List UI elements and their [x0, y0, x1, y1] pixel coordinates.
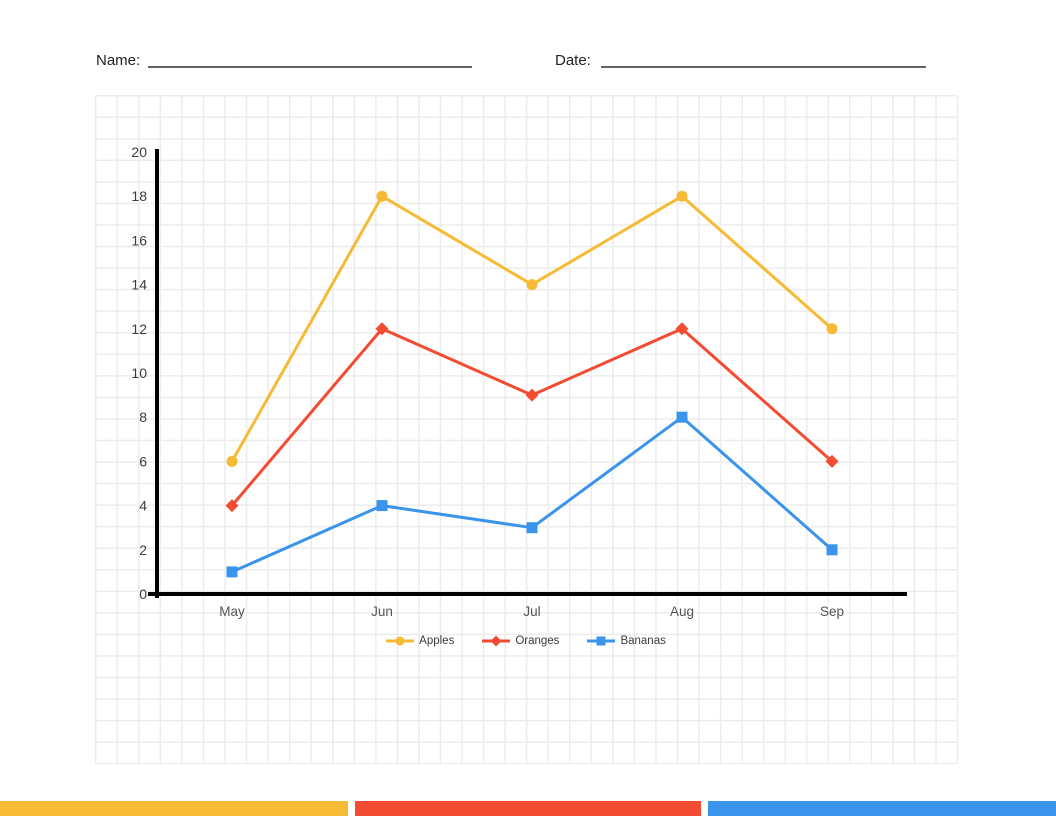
legend-marker-diamond-icon — [482, 635, 511, 647]
line-chart: 0 2 4 6 8 10 12 14 16 18 20 May Jun Jul Aug Sep — [131, 144, 907, 619]
y-axis-tick-label: 6 — [139, 453, 147, 469]
y-axis-tick-label: 10 — [131, 365, 147, 381]
x-axis-tick-label: May — [219, 604, 245, 619]
series-bananas — [226, 411, 838, 578]
red-bar — [355, 801, 701, 816]
data-point-bananas — [226, 566, 238, 578]
data-point-bananas — [676, 411, 688, 423]
y-axis-tick-label: 8 — [139, 409, 147, 425]
data-point-apples — [826, 323, 838, 335]
legend-marker-square-icon — [587, 636, 616, 646]
y-axis-tick-label: 12 — [131, 321, 147, 337]
data-point-apples — [226, 455, 238, 467]
legend-item-bananas: Bananas — [587, 635, 666, 647]
x-axis-tick-label: Jul — [523, 604, 540, 619]
data-point-oranges — [825, 454, 839, 468]
legend-label: Apples — [419, 635, 455, 647]
y-axis-tick-label: 4 — [139, 498, 147, 514]
date-label: Date: — [555, 52, 591, 69]
data-point-oranges — [525, 388, 539, 402]
series-line-bananas — [230, 415, 834, 574]
series-oranges — [225, 322, 839, 513]
data-point-bananas — [826, 544, 838, 556]
x-axis-tick-label: Sep — [820, 604, 844, 619]
data-point-apples — [676, 190, 688, 202]
legend-label: Oranges — [515, 635, 560, 647]
data-point-oranges — [375, 322, 389, 336]
y-axis-tick-label: 18 — [131, 188, 147, 204]
data-point-oranges — [225, 499, 239, 513]
y-axis-tick-label: 16 — [131, 232, 147, 248]
name-field-line — [148, 66, 472, 68]
y-axis-tick-label: 20 — [131, 144, 147, 160]
data-point-apples — [376, 190, 388, 202]
graph-paper-background — [95, 95, 958, 764]
x-axis-tick-label: Aug — [670, 604, 694, 619]
y-axis-tick-label: 0 — [139, 586, 147, 602]
series-line-apples — [230, 194, 834, 463]
chart-legend: Apples Oranges Bananas — [95, 635, 957, 647]
legend-item-apples: Apples — [386, 635, 454, 647]
yellow-bar — [0, 801, 348, 816]
x-axis-tick-label: Jun — [371, 604, 393, 619]
series-apples — [226, 190, 838, 467]
legend-label: Bananas — [620, 635, 666, 647]
legend-item-oranges: Oranges — [482, 635, 559, 647]
data-point-apples — [526, 279, 538, 291]
data-point-bananas — [376, 500, 388, 512]
series-line-oranges — [230, 327, 834, 508]
name-label: Name: — [96, 52, 141, 69]
date-field-line — [601, 66, 926, 68]
data-point-oranges — [675, 322, 689, 336]
y-axis-tick-label: 2 — [139, 542, 147, 558]
legend-marker-circle-icon — [386, 636, 415, 646]
data-point-bananas — [526, 522, 538, 534]
y-axis-tick-label: 14 — [131, 277, 147, 293]
blue-bar — [708, 801, 1056, 816]
